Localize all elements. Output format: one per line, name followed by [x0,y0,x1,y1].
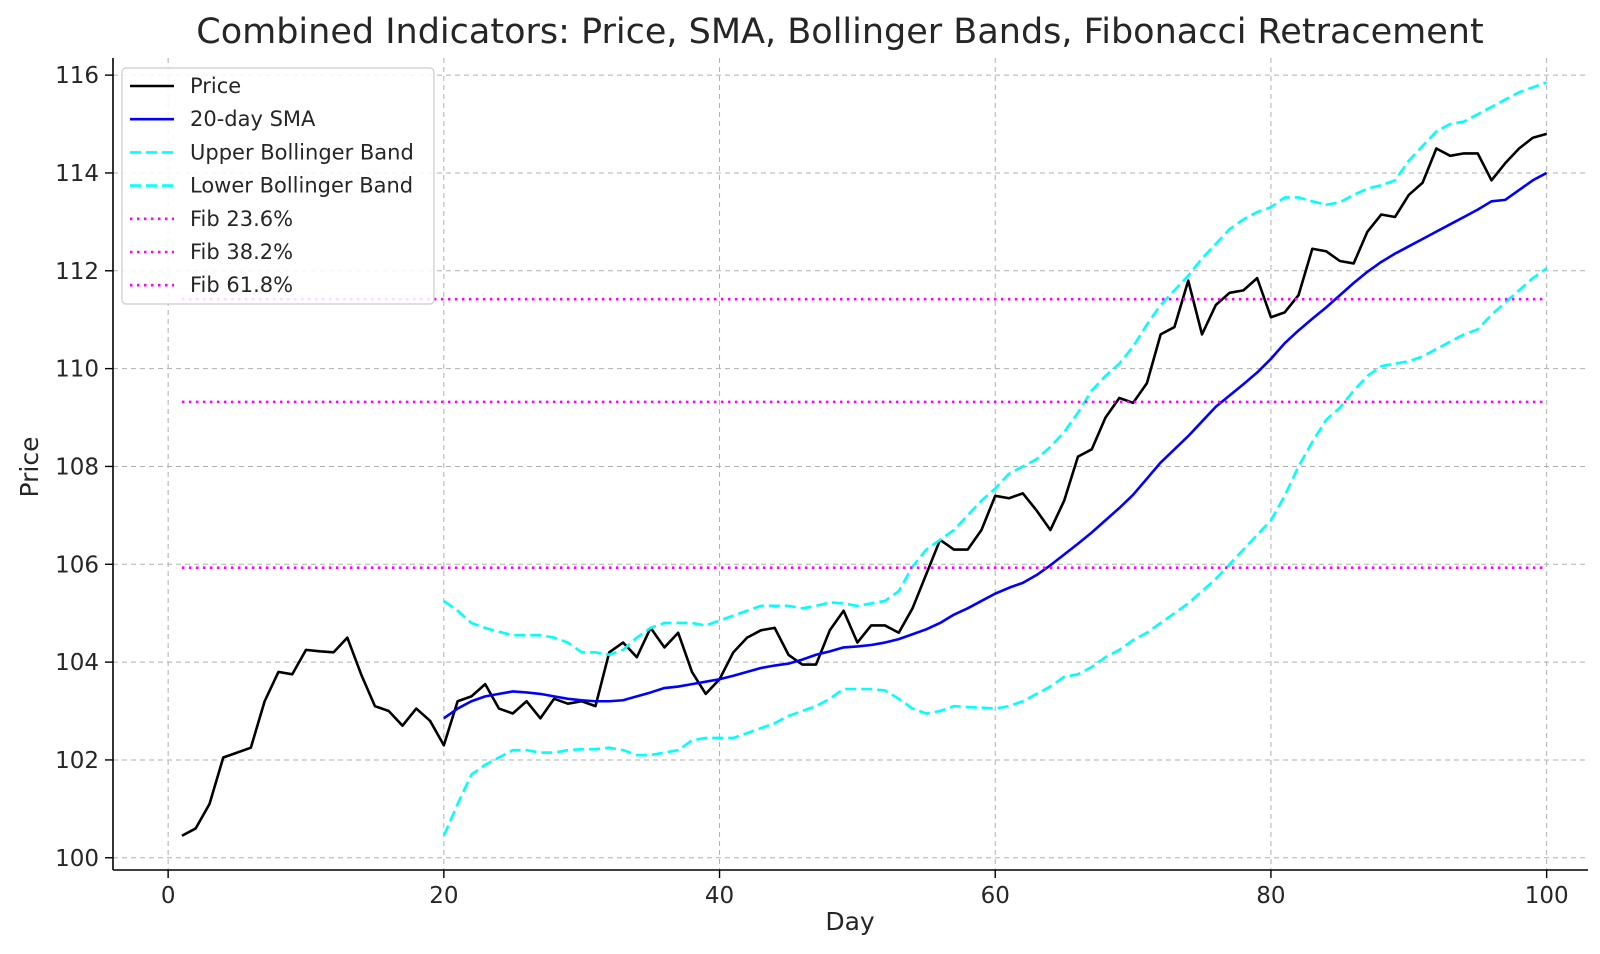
legend-label: Fib 38.2% [190,240,293,264]
series-layer [181,81,1548,837]
legend-item-lower-bollinger-band: Lower Bollinger Band [130,174,413,198]
legend-box [121,67,435,305]
x-tick-label: 80 [1256,883,1285,909]
y-tick-label: 100 [55,846,99,872]
y-tick-label: 112 [55,259,99,285]
x-tick-label: 100 [1525,883,1569,909]
legend-item-price: Price [130,74,241,98]
x-axis-label: Day [825,907,875,936]
ticks: 0 20 40 60 80 100 100 102 104 106 108 110 112 114 116 [55,63,1569,909]
x-tick-label: 0 [161,883,176,909]
legend-label: Upper Bollinger Band [190,140,414,164]
series-line-price [181,132,1547,837]
legend-item-fib-38-2: Fib 38.2% [130,240,293,264]
y-tick-label: 110 [55,357,99,383]
y-tick-label: 104 [55,650,99,676]
legend-item-fib-61-8: Fib 61.8% [130,273,293,297]
legend-item-fib-23-6: Fib 23.6% [130,207,293,231]
y-axis-label: Price [15,437,44,498]
y-tick-label: 114 [55,161,99,187]
legend-label: Fib 61.8% [190,273,293,297]
x-tick-label: 20 [429,883,458,909]
legend-label: Fib 23.6% [190,207,293,231]
legend-label: 20-day SMA [190,107,316,131]
chart-title: Combined Indicators: Price, SMA, Bolling… [196,12,1483,52]
legend-label: Price [190,74,241,98]
legend-item-20-day-sma: 20-day SMA [130,107,316,131]
y-tick-label: 116 [55,63,99,89]
series-line-upper-bollinger-band [443,81,1548,657]
legend-item-upper-bollinger-band: Upper Bollinger Band [130,140,414,164]
y-tick-label: 108 [55,454,99,480]
y-tick-label: 106 [55,552,99,578]
x-tick-label: 60 [981,883,1010,909]
series-line-20-day-sma [443,171,1548,720]
y-tick-label: 102 [55,748,99,774]
axes [112,58,1588,871]
legend: Price 20-day SMA Upper Bollinger Band Lower… [121,67,435,305]
legend-label: Lower Bollinger Band [190,174,413,198]
x-tick-label: 40 [705,883,734,909]
series-line-lower-bollinger-band [442,267,1548,837]
